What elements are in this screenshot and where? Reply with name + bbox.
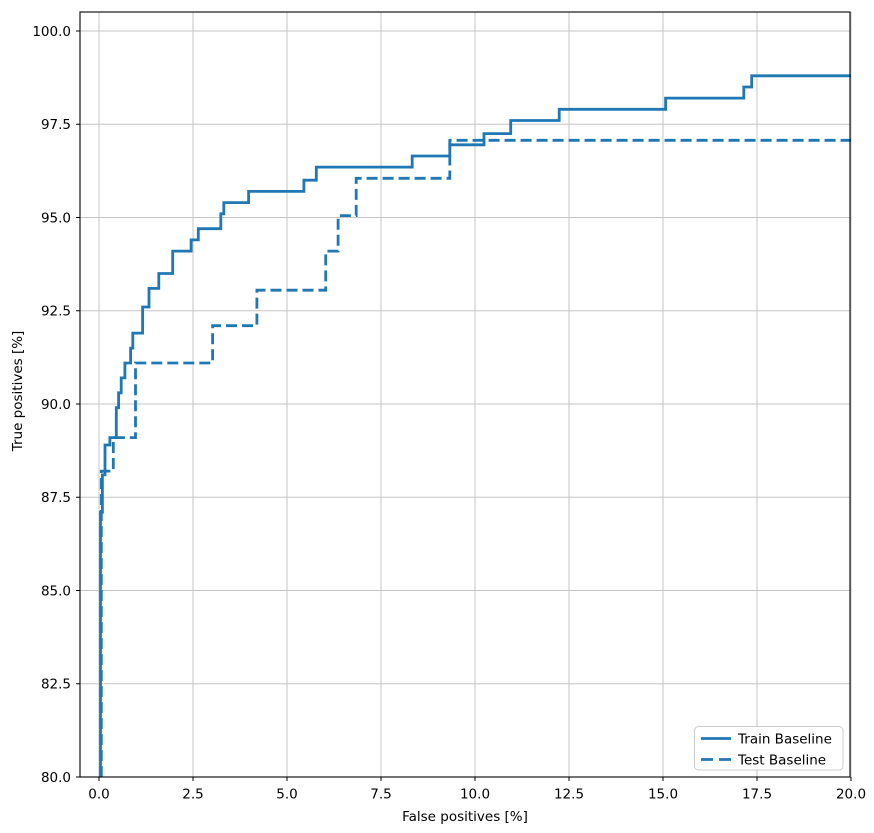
- y-tick-label-95.0: 95.0: [41, 210, 71, 226]
- y-tick-label-92.5: 92.5: [41, 304, 71, 320]
- y-tick-label-87.5: 87.5: [41, 490, 71, 506]
- x-tick-label-2.5: 2.5: [182, 787, 203, 803]
- x-tick-label-7.5: 7.5: [370, 787, 391, 803]
- legend: Train Baseline Test Baseline: [694, 726, 844, 771]
- grid-lines: [80, 12, 852, 778]
- y-tick-label-85.0: 85.0: [41, 583, 71, 599]
- y-tick-label-97.5: 97.5: [41, 117, 71, 133]
- axis-ticks: 0.0 2.5 5.0 7.5 10.0 12.5 15.0 17.5 20.0 80.0 82.5…: [32, 24, 866, 803]
- y-tick-label-80.0: 80.0: [41, 770, 71, 786]
- x-tick-label-0.0: 0.0: [88, 787, 109, 803]
- y-axis-label: True positives [%]: [10, 331, 26, 453]
- legend-label-test: Test Baseline: [737, 753, 826, 769]
- series-line-train-baseline: [99, 74, 851, 777]
- y-tick-label-100.0: 100.0: [32, 24, 71, 40]
- legend-label-train: Train Baseline: [737, 732, 832, 748]
- legend-box: [694, 726, 844, 771]
- x-tick-label-17.5: 17.5: [742, 787, 772, 803]
- x-tick-label-12.5: 12.5: [554, 787, 584, 803]
- data-series: [99, 74, 851, 777]
- y-tick-label-82.5: 82.5: [41, 677, 71, 693]
- x-tick-label-20.0: 20.0: [836, 787, 866, 803]
- y-tick-label-90.0: 90.0: [41, 397, 71, 413]
- x-axis-label: False positives [%]: [402, 809, 528, 825]
- x-tick-label-5.0: 5.0: [276, 787, 297, 803]
- series-line-test-baseline: [99, 138, 851, 777]
- x-tick-label-10.0: 10.0: [460, 787, 490, 803]
- plot-border: [79, 11, 851, 778]
- x-tick-label-15.0: 15.0: [648, 787, 678, 803]
